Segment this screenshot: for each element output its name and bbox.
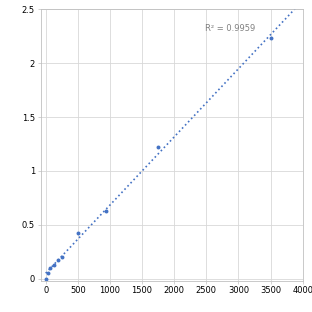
Text: R² = 0.9959: R² = 0.9959 [205,24,255,33]
Point [268,36,273,41]
Point [156,145,161,150]
Point [43,276,48,281]
Point [51,262,56,267]
Point [104,208,109,213]
Point [75,231,80,236]
Point [45,271,50,276]
Point [59,255,64,260]
Point [47,266,52,271]
Point [55,258,60,263]
